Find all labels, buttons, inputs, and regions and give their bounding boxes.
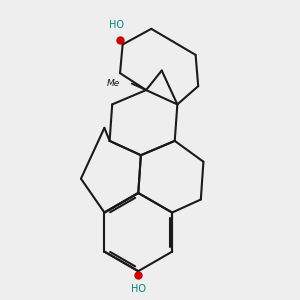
- Text: Me: Me: [107, 79, 120, 88]
- Text: HO: HO: [131, 284, 146, 294]
- Text: HO: HO: [109, 20, 124, 30]
